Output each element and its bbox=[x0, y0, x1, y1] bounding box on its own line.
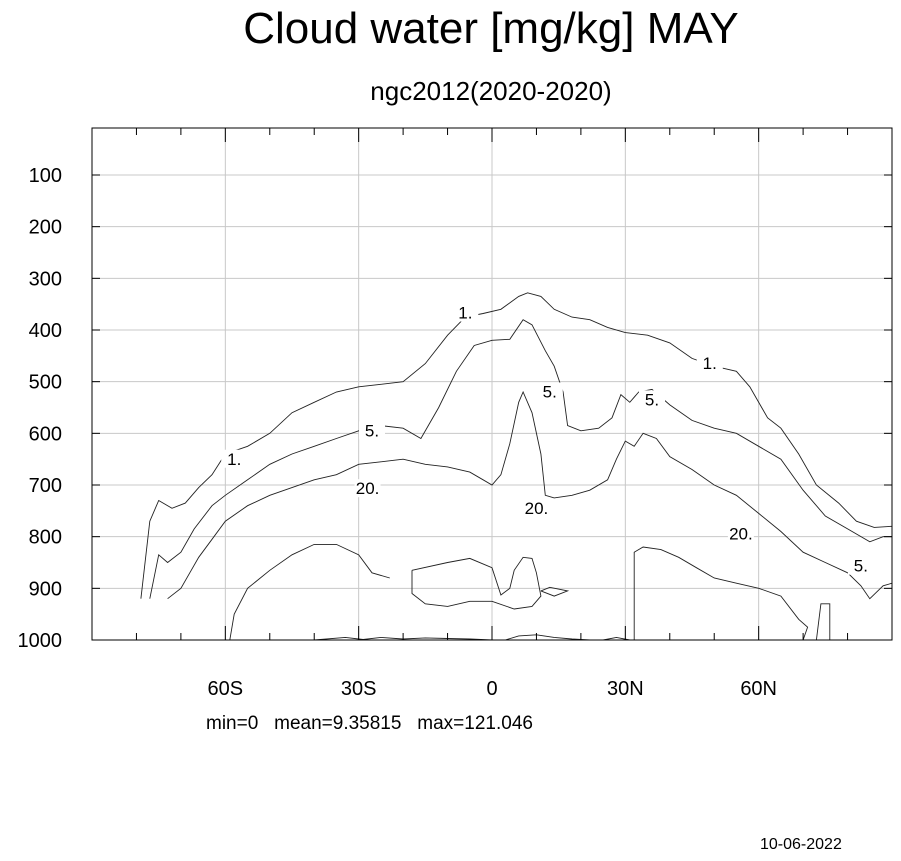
contour-label-bg bbox=[727, 524, 754, 543]
contour-label-bg bbox=[639, 390, 665, 409]
contour-label-20-0: 20. bbox=[356, 479, 380, 498]
xtick-label-30S: 30S bbox=[341, 678, 377, 700]
contour-line-50-3 bbox=[229, 543, 390, 641]
tick-labels: 100 200 300 400 500 600 700 800 900 1000 60S 30S 0 30… bbox=[18, 165, 778, 700]
contour-label-bg bbox=[536, 382, 563, 401]
contour-label-bg bbox=[354, 479, 381, 498]
contour-line-5-1 bbox=[149, 319, 892, 599]
xtick-label-0: 0 bbox=[486, 678, 497, 700]
xtick-label-60N: 60N bbox=[740, 678, 777, 700]
xtick-label-30N: 30N bbox=[607, 678, 644, 700]
contour-label-1-0: 1. bbox=[227, 450, 241, 469]
ytick-label-300: 300 bbox=[29, 268, 62, 290]
contour-label-5-3: 5. bbox=[854, 557, 868, 576]
ytick-label-600: 600 bbox=[29, 423, 62, 445]
contour-line-20-2 bbox=[167, 390, 893, 600]
contour-line-50-6 bbox=[633, 546, 809, 641]
contour-label-bg bbox=[696, 354, 723, 373]
contour-label-20-1: 20. bbox=[525, 499, 549, 518]
contour-line-50-4 bbox=[411, 556, 542, 610]
ytick-label-400: 400 bbox=[29, 320, 62, 342]
contour-label-5-0: 5. bbox=[365, 421, 379, 440]
stat-mean: mean=9.35815 bbox=[274, 713, 402, 734]
contour-label-20-2: 20. bbox=[729, 525, 753, 544]
contour-label-bg bbox=[359, 421, 385, 440]
ytick-label-900: 900 bbox=[29, 578, 62, 600]
stat-min: min=0 bbox=[206, 713, 259, 734]
contour-label-1-1: 1. bbox=[458, 304, 472, 323]
contour-label-5-1: 5. bbox=[543, 383, 557, 402]
contour-line-100-8 bbox=[314, 636, 368, 641]
date-stamp: 10-06-2022 bbox=[760, 836, 842, 853]
contour-label-bg bbox=[847, 556, 874, 575]
contour-line-100-10 bbox=[505, 634, 590, 641]
contour-line-100-9 bbox=[358, 636, 493, 641]
ytick-label-800: 800 bbox=[29, 527, 62, 549]
ytick-label-200: 200 bbox=[29, 217, 62, 239]
contour-label-bg bbox=[221, 449, 248, 468]
contour-line-1-0 bbox=[140, 292, 893, 599]
contour-labels: 1. 1. 1. 5. 5. 5. 5. 20. 20. 20. bbox=[221, 303, 874, 576]
ytick-label-700: 700 bbox=[29, 475, 62, 497]
contour-label-bg bbox=[523, 498, 550, 517]
chart-title: Cloud water [mg/kg] MAY bbox=[243, 4, 739, 53]
statistics-line: min=0 mean=9.35815 max=121.046 bbox=[206, 713, 533, 735]
contour-label-1-2: 1. bbox=[703, 354, 717, 373]
ytick-label-100: 100 bbox=[29, 165, 62, 187]
plot-frame bbox=[91, 127, 893, 641]
ytick-label-500: 500 bbox=[29, 372, 62, 394]
chart-subtitle: ngc2012(2020-2020) bbox=[370, 76, 612, 106]
contour-label-bg bbox=[452, 303, 479, 322]
ytick-label-1000: 1000 bbox=[18, 630, 63, 652]
contour-label-5-2: 5. bbox=[645, 390, 659, 409]
contour-line-50-5 bbox=[540, 586, 570, 597]
grid-lines bbox=[92, 128, 892, 640]
xtick-label-60S: 60S bbox=[208, 678, 244, 700]
contour-line-50-7 bbox=[815, 603, 831, 641]
stat-max: max=121.046 bbox=[417, 713, 533, 734]
